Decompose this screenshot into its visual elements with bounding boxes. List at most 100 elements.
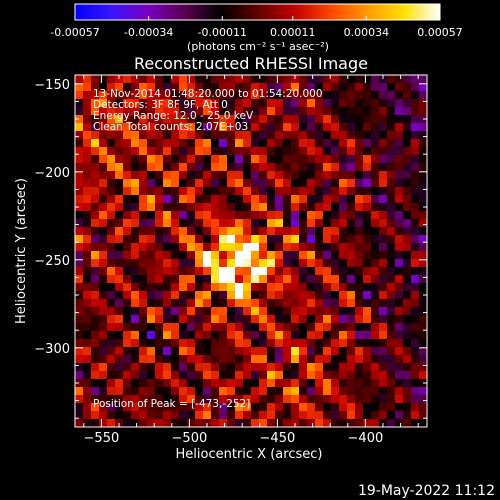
heatmap-cell: [267, 187, 276, 196]
heatmap-cell: [411, 267, 420, 276]
heatmap-cell: [219, 203, 228, 212]
heatmap-cell: [131, 419, 140, 427]
heatmap-cell: [115, 267, 124, 276]
heatmap-cell: [299, 307, 308, 316]
heatmap-cell: [219, 307, 228, 316]
heatmap-cell: [75, 99, 84, 108]
heatmap-cell: [371, 275, 380, 284]
heatmap-cell: [411, 355, 420, 364]
heatmap-cell: [331, 307, 340, 316]
heatmap-cell: [179, 387, 188, 396]
heatmap-cell: [307, 107, 316, 116]
heatmap-cell: [115, 179, 124, 188]
heatmap-cell: [267, 219, 276, 228]
heatmap-cell: [115, 291, 124, 300]
heatmap-cell: [91, 187, 100, 196]
heatmap-cell: [379, 355, 388, 364]
heatmap-cell: [115, 275, 124, 284]
heatmap-cell: [83, 131, 92, 140]
heatmap-cell: [299, 283, 308, 292]
heatmap-cell: [355, 123, 364, 132]
heatmap-cell: [339, 179, 348, 188]
heatmap-cell: [243, 171, 252, 180]
heatmap-cell: [371, 395, 380, 404]
heatmap-cell: [411, 299, 420, 308]
heatmap-cell: [219, 123, 228, 132]
heatmap-cell: [75, 403, 84, 412]
heatmap-cell: [371, 267, 380, 276]
heatmap-cell: [179, 411, 188, 420]
heatmap-cell: [307, 211, 316, 220]
heatmap-cell: [179, 163, 188, 172]
heatmap-cell: [139, 91, 148, 100]
heatmap-cell: [355, 387, 364, 396]
heatmap-cell: [275, 139, 284, 148]
heatmap-cell: [251, 147, 260, 156]
heatmap-cell: [139, 187, 148, 196]
heatmap-cell: [179, 75, 188, 84]
heatmap-cell: [331, 291, 340, 300]
heatmap-cell: [387, 259, 396, 268]
heatmap-cell: [163, 283, 172, 292]
heatmap-cell: [155, 83, 164, 92]
heatmap-cell: [339, 187, 348, 196]
heatmap-cell: [203, 411, 212, 420]
heatmap-cell: [91, 411, 100, 420]
heatmap-cell: [339, 227, 348, 236]
heatmap-cell: [331, 371, 340, 380]
heatmap-cell: [251, 339, 260, 348]
heatmap-cell: [83, 267, 92, 276]
heatmap-cell: [179, 355, 188, 364]
heatmap-cell: [163, 227, 172, 236]
time-range-text: 13-Nov-2014 01:48:20.000 to 01:54:20.000: [93, 88, 323, 100]
heatmap-cell: [331, 203, 340, 212]
heatmap-cell: [115, 187, 124, 196]
heatmap-cell: [227, 219, 236, 228]
heatmap-cell: [403, 107, 412, 116]
heatmap-cell: [379, 179, 388, 188]
heatmap-cell: [371, 355, 380, 364]
heatmap-cell: [323, 395, 332, 404]
heatmap-cell: [227, 331, 236, 340]
heatmap-cell: [211, 419, 220, 427]
heatmap-cell: [139, 259, 148, 268]
heatmap-cell: [379, 347, 388, 356]
heatmap-cell: [75, 419, 84, 427]
heatmap-cell: [99, 203, 108, 212]
heatmap-cell: [347, 291, 356, 300]
heatmap-cell: [291, 299, 300, 308]
heatmap-cell: [403, 99, 412, 108]
heatmap-cell: [107, 211, 116, 220]
heatmap-cell: [259, 355, 268, 364]
heatmap-cell: [267, 339, 276, 348]
heatmap-cell: [363, 307, 372, 316]
heatmap-cell: [147, 91, 156, 100]
heatmap-cell: [115, 243, 124, 252]
heatmap-cell: [211, 195, 220, 204]
heatmap-cell: [275, 299, 284, 308]
heatmap-cell: [371, 259, 380, 268]
heatmap-cell: [259, 387, 268, 396]
heatmap-cell: [171, 179, 180, 188]
heatmap-cell: [363, 171, 372, 180]
heatmap-cell: [323, 147, 332, 156]
heatmap-cell: [387, 267, 396, 276]
heatmap-cell: [107, 107, 116, 116]
x-axis-title: Heliocentric X (arcsec): [176, 447, 323, 462]
heatmap-cell: [115, 395, 124, 404]
heatmap-cell: [419, 395, 427, 404]
heatmap-cell: [403, 299, 412, 308]
heatmap-cell: [259, 187, 268, 196]
heatmap-cell: [411, 123, 420, 132]
heatmap-cell: [107, 283, 116, 292]
heatmap-cell: [163, 235, 172, 244]
heatmap-cell: [315, 171, 324, 180]
heatmap-cell: [307, 91, 316, 100]
heatmap-cell: [307, 75, 316, 84]
heatmap-cell: [259, 203, 268, 212]
heatmap-cell: [411, 235, 420, 244]
heatmap-cell: [339, 131, 348, 140]
heatmap-cell: [195, 139, 204, 148]
heatmap-cell: [411, 195, 420, 204]
heatmap-cell: [235, 123, 244, 132]
